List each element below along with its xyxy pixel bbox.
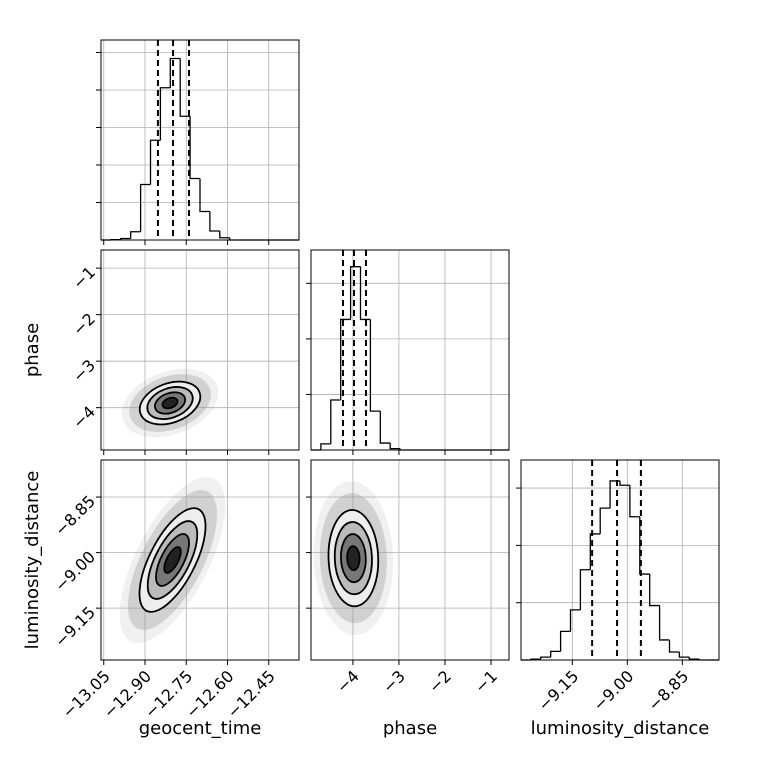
y-axis-label: luminosity_distance [22,471,43,650]
panel [306,249,510,455]
x-tick-label: −9.15 [534,667,582,715]
histogram-step [159,87,171,141]
y-tick-label: −9.15 [51,603,99,651]
panel-frame [100,249,300,451]
contour [163,546,182,574]
histogram-step [589,533,601,570]
histogram-step [130,231,141,239]
histogram-step [169,57,181,88]
histogram-step [369,319,381,412]
histogram-step [550,650,561,658]
histogram-step [579,569,591,610]
panel-frame [100,459,300,661]
histogram-step [320,443,331,450]
panel-frame [310,459,510,661]
x-tick-label: −2 [425,667,455,697]
histogram-step [569,609,581,632]
histogram-step [639,516,650,575]
x-tick-label: −3 [379,667,409,697]
histogram-step [330,399,341,444]
panel [96,39,300,245]
panel: −4 −3 −2 −1 phase [22,249,300,455]
histogram-step [199,178,210,213]
histogram-step [359,266,371,321]
histogram-step [340,318,351,400]
y-tick-label: −9.00 [51,547,99,595]
histogram-step [120,237,131,240]
histogram-step [389,443,401,450]
x-tick-label: −1 [471,667,501,697]
panel-frame [520,459,720,661]
panel: −13.05−12.90−12.75−12.60−12.45−9.15−9.00… [22,459,300,739]
histogram-step [209,211,220,232]
density-group [313,481,394,636]
histogram-step [678,651,690,658]
x-tick-label: −4 [333,667,363,697]
contour [346,545,361,572]
y-tick-label: −4 [69,402,99,432]
histogram-step [540,656,551,660]
density-group [121,368,219,438]
histogram-step [189,116,200,180]
histogram-step [139,183,151,232]
density-group [119,477,226,643]
histogram-step [629,485,640,518]
histogram-step [179,58,191,117]
panel: −4 −3 −2 −1 phase [306,459,510,739]
y-axis-label: phase [22,323,43,377]
histogram-step [668,639,680,653]
histogram-step [609,480,620,509]
panel-frame [310,249,510,451]
histogram-step [658,605,670,641]
histogram-step [559,630,571,652]
contour [161,396,179,410]
x-tick-label: −8.85 [644,667,692,715]
x-axis-label: phase [383,718,437,739]
y-tick-label: −1 [69,263,99,293]
histogram-step [599,507,611,534]
histogram-step [688,657,700,660]
x-axis-label: luminosity_distance [531,718,710,739]
panel-frame [100,39,300,241]
y-tick-label: −3 [69,356,99,386]
histogram-step [349,266,361,320]
y-tick-label: −2 [69,309,99,339]
histogram-step [219,231,230,239]
histogram-step [649,574,660,607]
panel: −9.15 −9.00 −8.85 luminosity_distance [516,459,720,739]
histogram-step [379,411,391,444]
histogram-step [619,480,630,486]
y-tick-label: −8.85 [51,492,99,540]
x-axis-label: geocent_time [139,718,262,739]
x-tick-label: −9.00 [589,667,637,715]
